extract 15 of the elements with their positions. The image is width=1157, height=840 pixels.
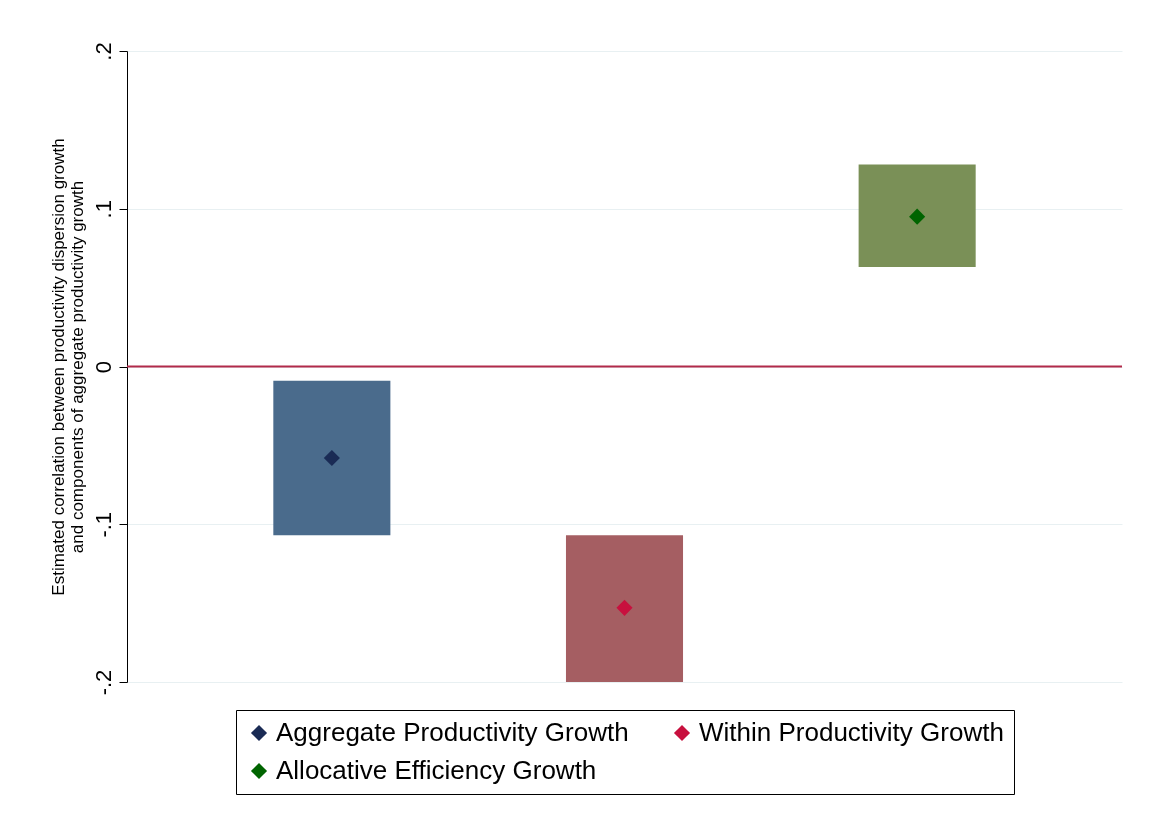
y-tick-label: .2 (90, 42, 116, 61)
bar (565, 535, 684, 682)
legend-label: Allocative Efficiency Growth (276, 755, 597, 785)
point (323, 449, 340, 467)
legend-label: Aggregate Productivity Growth (276, 717, 629, 747)
bar (273, 380, 391, 536)
point (909, 208, 926, 225)
y-tick-label: -.2 (90, 669, 116, 696)
bar (858, 164, 976, 268)
y-tick-label: -.1 (90, 511, 116, 538)
legend-label: Within Productivity Growth (699, 717, 1004, 747)
y-tick-label: .1 (90, 200, 116, 219)
point (616, 599, 633, 616)
y-tick-label: 0 (90, 360, 116, 374)
y-axis-title: Estimated correlation between productivity dispersion growth and components of aggregate productivity growth (48, 138, 87, 596)
